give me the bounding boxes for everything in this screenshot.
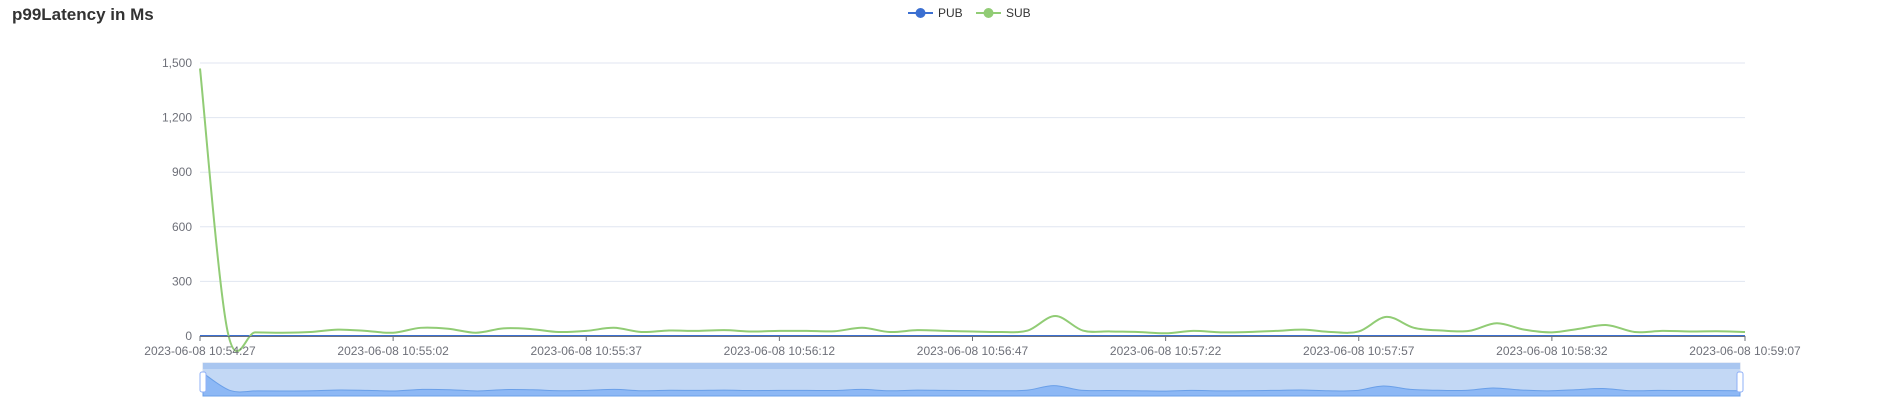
- zoom-slider[interactable]: [199, 362, 1744, 397]
- y-tick-label: 1,200: [162, 111, 192, 125]
- x-tick-label: 2023-06-08 10:57:22: [1110, 344, 1222, 358]
- zoom-handle-left[interactable]: [199, 371, 207, 393]
- y-tick-label: 300: [172, 274, 192, 288]
- x-tick-label: 2023-06-08 10:56:12: [724, 344, 836, 358]
- y-axis-labels: 0 300 600 900 1,200 1,500: [162, 56, 192, 343]
- x-tick-label: 2023-06-08 10:55:02: [337, 344, 449, 358]
- x-tick-label: 2023-06-08 10:56:47: [917, 344, 1029, 358]
- legend-item-sub[interactable]: SUB: [976, 6, 1031, 20]
- legend-marker-icon: [983, 8, 994, 18]
- grid-lines: [200, 62, 1745, 282]
- chart-title: p99Latency in Ms: [12, 5, 154, 24]
- y-tick-label: 1,500: [162, 56, 192, 70]
- legend-marker-icon: [915, 8, 926, 18]
- x-axis: 2023-06-08 10:54:27 2023-06-08 10:55:02 20…: [144, 336, 1801, 358]
- y-tick-label: 0: [185, 329, 192, 343]
- x-tick-label: 2023-06-08 10:55:37: [531, 344, 643, 358]
- legend-item-pub[interactable]: PUB: [908, 6, 963, 20]
- legend-label: SUB: [1006, 6, 1031, 20]
- zoom-preview-area: [202, 372, 1741, 397]
- zoom-handle-right[interactable]: [1736, 371, 1744, 393]
- y-tick-label: 900: [172, 165, 192, 179]
- y-tick-label: 600: [172, 220, 192, 234]
- series-line-sub: [199, 68, 1746, 353]
- zoom-move-handle[interactable]: [203, 363, 1740, 369]
- x-tick-label: 2023-06-08 10:58:32: [1496, 344, 1608, 358]
- legend-label: PUB: [938, 6, 963, 20]
- x-tick-label: 2023-06-08 10:59:07: [1689, 344, 1801, 358]
- series-lines: [199, 68, 1746, 353]
- legend[interactable]: PUB SUB: [908, 6, 1031, 20]
- x-tick-label: 2023-06-08 10:54:27: [144, 344, 256, 358]
- x-tick-label: 2023-06-08 10:57:57: [1303, 344, 1415, 358]
